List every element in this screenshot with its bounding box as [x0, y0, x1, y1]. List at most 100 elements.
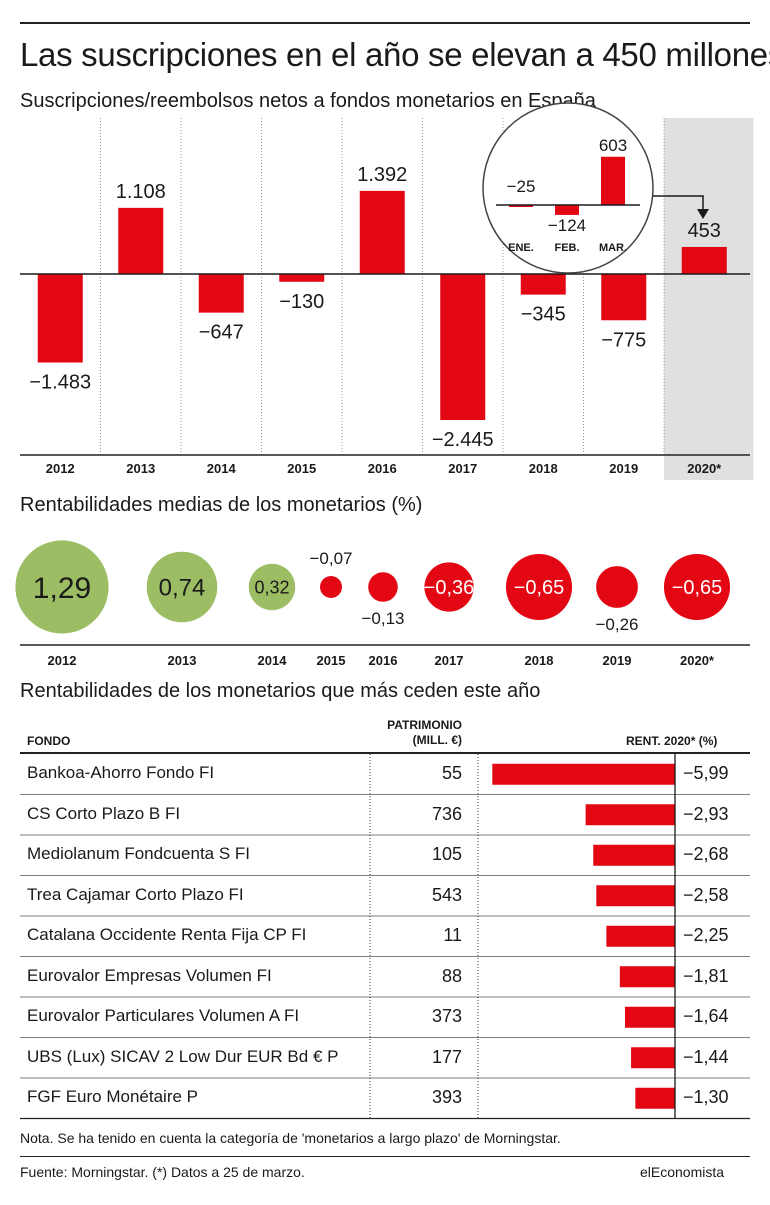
- source-text: Fuente: Morningstar. (*) Datos a 25 de m…: [20, 1164, 305, 1180]
- bar-value-label: 453: [688, 220, 721, 242]
- section1-subtitle: Suscripciones/reembolsos netos a fondos …: [20, 90, 596, 112]
- bubble-2016: [368, 572, 398, 602]
- bubble-2015: [320, 576, 342, 598]
- bar-2013: [118, 207, 164, 274]
- rent-bar: [619, 966, 675, 988]
- fund-rent-value: −2,93: [683, 803, 729, 824]
- subscriptions-bar-chart: −1.483 2012 1.108 2013 −647 2014 −130 2015 1.392…: [20, 102, 754, 480]
- fund-patrimonio: 177: [431, 1046, 462, 1067]
- fund-name: FGF Euro Monétaire P: [27, 1087, 199, 1107]
- inset-month-label: MAR.: [599, 242, 627, 254]
- fund-patrimonio: 105: [431, 844, 462, 865]
- x-tick-label: 2014: [207, 461, 237, 476]
- inset-arrow-line: [653, 195, 704, 210]
- x-tick-label: 2012: [46, 461, 75, 476]
- fund-patrimonio: 88: [441, 965, 462, 986]
- bar-value-label: −2.445: [432, 429, 494, 451]
- fund-patrimonio: 393: [431, 1087, 462, 1108]
- fund-name: Eurovalor Particulares Volumen A FI: [27, 1006, 300, 1026]
- bubble-2018: [505, 553, 573, 621]
- bar-value-label: 1.108: [116, 181, 166, 203]
- rent-bar: [593, 844, 675, 866]
- x-tick-label: 2016: [368, 461, 397, 476]
- fund-patrimonio: 543: [431, 884, 462, 905]
- bar-2012: [37, 274, 83, 363]
- bubble-2019: [596, 566, 638, 608]
- bar-value-label: −345: [521, 304, 566, 326]
- inset-bar-ENE.: [509, 205, 533, 207]
- fund-rent-value: −1,81: [683, 965, 729, 986]
- inset-bar-FEB.: [555, 205, 579, 215]
- page-title: Las suscripciones en el año se elevan a …: [20, 36, 770, 73]
- bar-value-label: −1.483: [29, 372, 91, 394]
- fund-rent-value: −1,44: [683, 1046, 729, 1067]
- x-tick-label: 2013: [126, 461, 155, 476]
- fund-rent-value: −2,68: [683, 844, 729, 865]
- fund-rent-value: −2,25: [683, 925, 729, 946]
- col-rent-header: RENT. 2020* (%): [626, 734, 718, 748]
- rent-bar: [624, 1006, 675, 1028]
- bubble-2012: [15, 540, 109, 634]
- inset-value-label: −124: [548, 216, 586, 235]
- rent-bar: [596, 885, 675, 907]
- section2-subtitle: Rentabilidades medias de los monetarios …: [20, 494, 423, 516]
- fund-rent-value: −2,58: [683, 884, 729, 905]
- fund-rent-value: −1,30: [683, 1087, 729, 1108]
- x-tick-label: 2020*: [680, 653, 715, 668]
- bubble-value-label: 0,32: [254, 577, 289, 597]
- highlight-2020-band: [664, 118, 754, 480]
- fund-patrimonio: 373: [431, 1006, 462, 1027]
- x-tick-label: 2018: [529, 461, 558, 476]
- x-tick-label: 2020*: [687, 461, 722, 476]
- table-header-rule: [20, 752, 750, 754]
- bubble-value-label: 1,29: [33, 572, 91, 605]
- x-tick-label: 2017: [435, 653, 464, 668]
- bubble-2017: [424, 562, 474, 612]
- x-tick-label: 2018: [525, 653, 554, 668]
- bar-2016: [359, 190, 405, 274]
- rent-bar: [635, 1087, 675, 1109]
- bubble-value-label: −0,65: [514, 577, 565, 599]
- col-patrimonio-line2: (MILL. €): [412, 733, 462, 747]
- bubble-value-label: 0,74: [159, 575, 206, 602]
- x-tick-label: 2015: [317, 653, 346, 668]
- rent-bar: [585, 804, 675, 826]
- fund-patrimonio: 55: [441, 763, 462, 784]
- brand-logo-text: elEconomista: [640, 1164, 725, 1180]
- bubble-value-label: −0,26: [595, 615, 638, 634]
- bar-2018: [520, 274, 566, 295]
- bar-value-label: −647: [199, 322, 244, 344]
- bubble-2020*: [663, 553, 731, 621]
- inset-month-label: FEB.: [554, 242, 579, 254]
- bar-value-label: −130: [279, 291, 324, 313]
- returns-bubble-chart: 1,29 2012 0,74 2013 0,32 2014 −0,07 2015 −0,13 20…: [15, 540, 750, 668]
- bubble-value-label: −0,07: [309, 549, 352, 568]
- fund-name: Eurovalor Empresas Volumen FI: [27, 965, 272, 985]
- bar-value-label: −775: [601, 329, 646, 351]
- fund-name: Mediolanum Fondcuenta S FI: [27, 844, 251, 864]
- bubble-2013: [146, 551, 218, 623]
- arrow-down-icon: [697, 209, 709, 219]
- x-tick-label: 2014: [258, 653, 288, 668]
- note-text: Nota. Se ha tenido en cuenta la categorí…: [20, 1130, 561, 1146]
- x-tick-label: 2016: [369, 653, 398, 668]
- fund-patrimonio: 11: [443, 925, 462, 946]
- footer-rule: [20, 1156, 750, 1157]
- bar-2015: [279, 274, 325, 282]
- fund-rent-value: −5,99: [683, 763, 729, 784]
- fund-name: Trea Cajamar Corto Plazo FI: [27, 884, 244, 904]
- inset-magnifier-circle: [482, 102, 654, 274]
- x-tick-label: 2015: [287, 461, 316, 476]
- table-rent-bars: [20, 754, 750, 1120]
- fund-name: UBS (Lux) SICAV 2 Low Dur EUR Bd € P: [27, 1046, 339, 1066]
- inset-value-label: −25: [507, 177, 536, 196]
- col-patrimonio-header: PATRIMONIO (MILL. €): [368, 718, 462, 748]
- bar-2017: [440, 274, 486, 420]
- fund-rent-value: −1,64: [683, 1006, 729, 1027]
- bubble-value-label: −0,65: [672, 577, 723, 599]
- inset-value-label: 603: [599, 136, 627, 155]
- inset-bar-MAR.: [601, 156, 625, 205]
- x-tick-label: 2019: [603, 653, 632, 668]
- bar-2014: [198, 274, 244, 313]
- x-tick-label: 2017: [448, 461, 477, 476]
